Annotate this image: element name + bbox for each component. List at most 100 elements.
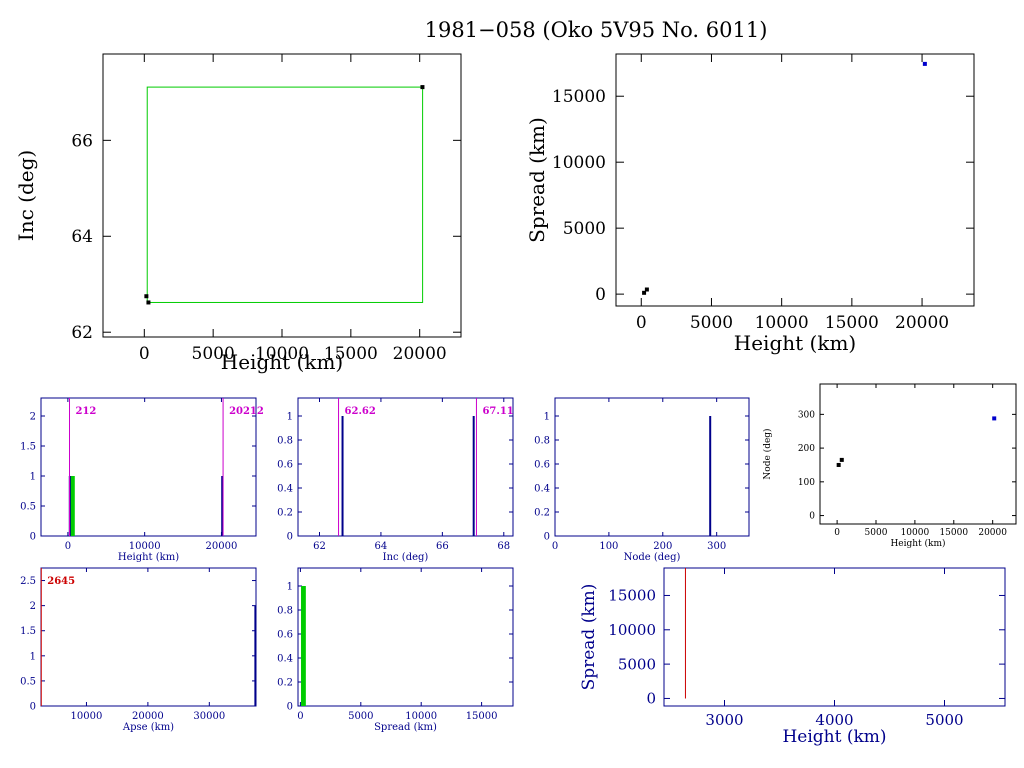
x-axis-label: Height (km): [890, 538, 945, 549]
scatter-point: [420, 85, 425, 90]
hist-node-frame: [554, 397, 750, 537]
y-tick-label: 0: [809, 512, 815, 522]
scatter-point: [644, 287, 649, 292]
hist-apse-frame: [40, 567, 257, 707]
spread-height-chart: 0 5000 10000 15000 20000050001000015000Heigh…: [525, 53, 975, 355]
x-axis-label: Spread (km): [374, 722, 437, 733]
marker-label: 20212: [229, 406, 264, 417]
y-tick-label: 5000: [618, 655, 656, 673]
x-tick-label: 10000: [755, 313, 809, 333]
y-axis-label: Inc (deg): [14, 150, 38, 241]
y-tick-label: 2: [30, 601, 36, 612]
y-tick-label: 15000: [552, 87, 606, 107]
x-tick-label: 5000: [690, 313, 733, 333]
scatter-point: [144, 294, 149, 299]
spread-apse-frame: [663, 567, 1006, 707]
y-tick-label: 5000: [563, 219, 606, 239]
y-tick-label: 0: [30, 532, 36, 543]
y-tick-label: 0.6: [277, 460, 293, 471]
x-tick-label: 0: [139, 344, 150, 364]
x-tick-label: 3000: [705, 711, 743, 729]
x-tick-label: 10000: [405, 711, 437, 722]
scatter-point: [922, 61, 927, 66]
y-tick-label: 0.2: [534, 508, 550, 519]
x-tick-label: 100: [599, 541, 618, 552]
hist-spread-chart: 0 5000 10000 15000 0 0.2 0.4 0.6 0.8 1 Spread (km): [277, 567, 514, 733]
scatter-point: [146, 300, 151, 305]
y-tick-label: 0: [595, 285, 606, 305]
y-tick-label: 1: [30, 472, 36, 483]
histogram-bar: [301, 586, 306, 706]
scatter-point: [642, 290, 647, 295]
hist-inc-chart: 62 64 66 68 0 0.2 0.4 0.6 0.8 1 Inc (deg) 62.62 67.1…: [277, 397, 514, 563]
y-tick-label: 0.6: [277, 630, 293, 641]
y-tick-label: 15000: [608, 587, 656, 605]
x-tick-label: 5000: [192, 344, 235, 364]
y-axis-label: Spread (km): [525, 117, 549, 243]
y-tick-label: 64: [71, 227, 93, 247]
y-tick-label: 1.5: [20, 626, 36, 637]
marker-label: 67.11: [482, 406, 513, 417]
x-tick-label: 5000: [925, 711, 963, 729]
x-tick-label: 20000: [132, 711, 164, 722]
x-tick-label: 15000: [825, 313, 879, 333]
x-tick-label: 15000: [324, 344, 378, 364]
y-tick-label: 0.5: [20, 502, 36, 513]
x-axis-label: Height (km): [118, 552, 179, 563]
y-tick-label: 200: [798, 444, 815, 454]
y-tick-label: 10000: [552, 153, 606, 173]
hist-inc-frame: [297, 397, 514, 537]
x-axis-label: Height (km): [782, 727, 886, 747]
figure-title: 1981−058 (Oko 5V95 No. 6011): [425, 18, 768, 42]
inc-height-chart: 0 5000 10000 15000 20000 62 64 66 Height (km) Inc…: [14, 53, 462, 374]
spread-apse-chart: 3000 4000 5000 0 5000 10000 15000 Height (km) Sp…: [579, 567, 1006, 747]
scatter-point: [992, 416, 997, 421]
x-axis-label: Node (deg): [624, 552, 681, 563]
spread-height-frame: [615, 53, 975, 307]
marker-label: 2645: [47, 576, 75, 587]
x-tick-label: 0: [636, 313, 647, 333]
marker-label: 212: [76, 406, 97, 417]
x-tick-label: 0: [297, 711, 303, 722]
scatter-point: [836, 462, 841, 467]
x-tick-label: 0: [834, 528, 840, 538]
y-tick-label: 62: [71, 323, 93, 343]
y-tick-label: 0.8: [277, 606, 293, 617]
y-tick-label: 0: [287, 532, 293, 543]
range-box: [146, 86, 424, 303]
y-tick-label: 0: [544, 532, 550, 543]
y-tick-label: 2: [30, 412, 36, 423]
x-axis-label: Height (km): [221, 350, 343, 374]
hist-apse-chart: 10000 20000 30000 0 0.5 1 1.5 2 2.5 Apse (km) 2645: [20, 567, 257, 733]
y-tick-label: 10000: [608, 621, 656, 639]
x-tick-label: 200: [653, 541, 672, 552]
x-tick-label: 10000: [255, 344, 309, 364]
y-tick-label: 1: [544, 412, 550, 423]
y-tick-label: 0.4: [277, 484, 293, 495]
hist-height-chart: 0 10000 20000 0 0.5 1 1.5 2 Height (km) 212 20212: [20, 397, 264, 563]
x-tick-label: 20000: [895, 313, 949, 333]
x-tick-label: 10000: [129, 541, 161, 552]
x-tick-label: 20000: [206, 541, 238, 552]
histogram-bar: [69, 476, 75, 536]
y-axis-label: Spread (km): [579, 584, 599, 691]
y-tick-label: 0: [646, 690, 656, 708]
y-tick-label: 0: [287, 702, 293, 713]
x-tick-label: 20000: [978, 528, 1007, 538]
node-height-chart: 0 5000 10000 15000 20000 0 100 200 300 Height (km…: [762, 383, 1017, 549]
hist-height-frame: [40, 397, 257, 537]
x-tick-label: 5000: [865, 528, 888, 538]
y-tick-label: 0.5: [20, 676, 36, 687]
node-height-frame: [819, 383, 1017, 525]
x-tick-label: 30000: [193, 711, 225, 722]
x-tick-label: 68: [497, 541, 510, 552]
x-axis-label: Height (km): [734, 331, 856, 355]
inc-height-frame: [102, 53, 462, 338]
y-tick-label: 0.2: [277, 508, 293, 519]
x-tick-label: 5000: [348, 711, 373, 722]
y-tick-label: 0: [30, 702, 36, 713]
x-tick-label: 0: [65, 541, 71, 552]
x-tick-label: 64: [375, 541, 388, 552]
y-tick-label: 0.8: [277, 436, 293, 447]
y-tick-label: 300: [798, 411, 815, 421]
